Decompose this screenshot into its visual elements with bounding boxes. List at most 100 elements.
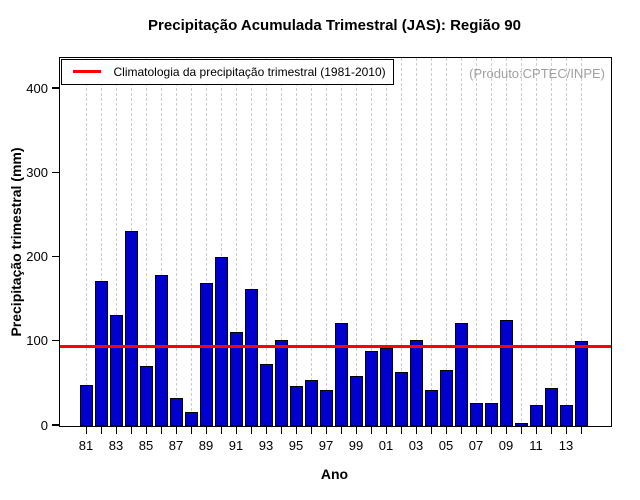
- bar-1982: [94, 281, 108, 426]
- bar-2003: [409, 340, 423, 426]
- x-tick-1992: [250, 427, 252, 434]
- bar-2009: [499, 320, 513, 426]
- gridline-1995: [295, 58, 297, 426]
- gridline-1992: [250, 58, 252, 426]
- bar-2010: [514, 423, 528, 426]
- y-tick-label-300: 300: [26, 164, 48, 180]
- bar-2000: [364, 351, 378, 426]
- x-tick-2000: [370, 427, 372, 434]
- x-tick-2014: [580, 427, 582, 434]
- climatology-line: [60, 345, 611, 349]
- gridline-1987: [175, 58, 177, 426]
- gridline-2003: [415, 58, 417, 426]
- x-tick-1987: [175, 427, 177, 434]
- x-tick-2011: [535, 427, 537, 434]
- x-tick-1994: [280, 427, 282, 434]
- x-tick-2001: [385, 427, 387, 434]
- x-tick-2004: [430, 427, 432, 434]
- y-tick-0: [52, 424, 59, 426]
- x-tick-1995: [295, 427, 297, 434]
- gridline-1990: [220, 58, 222, 426]
- x-tick-2002: [400, 427, 402, 434]
- gridline-2011: [535, 58, 537, 426]
- x-tick-label-2005: 05: [438, 438, 454, 453]
- gridline-2009: [505, 58, 507, 426]
- x-tick-2012: [550, 427, 552, 434]
- plot-area: Climatologia da precipitação trimestral …: [59, 57, 612, 427]
- y-tick-label-200: 200: [26, 249, 48, 264]
- legend-label: Climatologia da precipitação trimestral …: [113, 64, 386, 79]
- x-tick-2007: [475, 427, 477, 434]
- y-tick-100: [52, 340, 59, 342]
- legend-line-swatch: [72, 70, 101, 73]
- gridline-1991: [235, 58, 237, 426]
- x-tick-label-1987: 87: [168, 438, 184, 453]
- gridline-1994: [280, 58, 282, 426]
- bar-1999: [349, 376, 363, 426]
- x-tick-1984: [130, 427, 132, 434]
- gridline-1993: [265, 58, 267, 426]
- bar-2006: [454, 323, 468, 426]
- x-tick-2013: [565, 427, 567, 434]
- gridline-2007: [475, 58, 477, 426]
- bar-1998: [334, 323, 348, 426]
- gridline-2006: [460, 58, 462, 426]
- x-tick-2009: [505, 427, 507, 434]
- bar-2012: [544, 388, 558, 426]
- gridline-2004: [430, 58, 432, 426]
- bar-2005: [439, 370, 453, 426]
- gridline-2014: [580, 58, 582, 426]
- bar-1983: [109, 315, 123, 426]
- bar-1991: [229, 332, 243, 426]
- x-tick-1982: [100, 427, 102, 434]
- x-tick-1985: [145, 427, 147, 434]
- bar-1995: [289, 386, 303, 426]
- x-tick-2006: [460, 427, 462, 434]
- x-tick-1988: [190, 427, 192, 434]
- producer-watermark: (Produto:CPTEC/INPE): [469, 66, 605, 81]
- x-tick-1997: [325, 427, 327, 434]
- x-tick-label-1989: 89: [198, 438, 214, 453]
- gridline-1998: [340, 58, 342, 426]
- bar-1984: [124, 231, 138, 426]
- x-tick-label-1991: 91: [228, 438, 244, 453]
- x-tick-2003: [415, 427, 417, 434]
- x-tick-1990: [220, 427, 222, 434]
- gridline-2001: [385, 58, 387, 426]
- x-axis-title: Ano: [320, 466, 349, 482]
- bar-1986: [154, 275, 168, 426]
- bar-2011: [529, 405, 543, 426]
- gridline-1981: [85, 58, 87, 426]
- bar-1996: [304, 380, 318, 426]
- bar-2004: [424, 390, 438, 426]
- x-tick-label-1993: 93: [258, 438, 274, 453]
- x-tick-1981: [85, 427, 87, 434]
- gridline-2012: [550, 58, 552, 426]
- y-tick-200: [52, 255, 59, 258]
- gridline-1985: [145, 58, 147, 426]
- gridline-2013: [565, 58, 567, 426]
- bar-2014: [574, 341, 588, 426]
- bar-2001: [379, 348, 393, 426]
- gridline-1999: [355, 58, 357, 426]
- y-tick-400: [52, 87, 59, 89]
- bar-1987: [169, 398, 183, 426]
- x-tick-label-2007: 07: [468, 438, 484, 453]
- legend-box: Climatologia da precipitação trimestral …: [60, 58, 394, 85]
- x-tick-1986: [160, 427, 162, 434]
- x-tick-1991: [235, 427, 237, 434]
- x-tick-label-2009: 09: [498, 438, 514, 453]
- bar-1981: [79, 385, 93, 426]
- bar-1997: [319, 390, 333, 426]
- x-tick-label-2011: 11: [529, 438, 543, 453]
- gridline-2010: [520, 58, 522, 426]
- x-tick-2005: [445, 427, 447, 434]
- bar-2002: [394, 372, 408, 426]
- x-tick-label-2013: 13: [558, 438, 574, 453]
- x-tick-label-2001: 01: [378, 438, 394, 453]
- x-tick-label-2003: 03: [408, 438, 424, 453]
- x-tick-label-1995: 95: [288, 438, 304, 453]
- gridline-2000: [370, 58, 372, 426]
- bar-2007: [469, 403, 483, 426]
- x-tick-1989: [205, 427, 207, 434]
